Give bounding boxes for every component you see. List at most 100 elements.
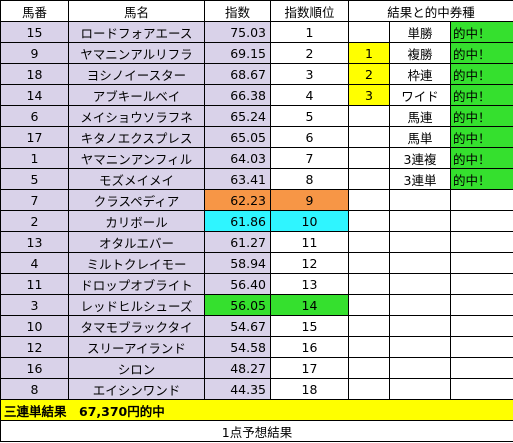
index-cell: 69.15 [204, 42, 271, 64]
horse-no-cell: 14 [0, 84, 69, 106]
empty-cell [389, 357, 451, 379]
result-type-cell: 3連複 [389, 147, 451, 169]
rank-cell: 6 [270, 126, 349, 148]
table-row: 16 シロン 48.27 17 [0, 357, 513, 379]
index-cell: 54.67 [204, 315, 271, 337]
index-cell: 68.67 [204, 63, 271, 85]
empty-cell [389, 252, 451, 274]
horse-name-cell: オタルエバー [68, 231, 205, 253]
horse-name-cell: モズメイメイ [68, 168, 205, 190]
footer-text: 1点予想結果 [0, 420, 513, 442]
rank-cell: 15 [270, 315, 349, 337]
footer-row: 1点予想結果 [0, 420, 513, 442]
result-hit-cell: 的中！ [449, 105, 513, 127]
rank-cell: 5 [270, 105, 349, 127]
result-place-cell: 2 [348, 63, 390, 85]
index-cell: 61.27 [204, 231, 271, 253]
empty-cell [449, 336, 513, 358]
horse-name-cell: シロン [68, 357, 205, 379]
result-hit-cell: 的中！ [449, 21, 513, 43]
horse-name-cell: ヤマニンアルリフラ [68, 42, 205, 64]
empty-cell [449, 210, 513, 232]
horse-no-cell: 15 [0, 21, 69, 43]
summary-text: 三連単結果 67,370円的中 [0, 399, 513, 421]
rank-cell: 14 [270, 294, 349, 316]
index-cell: 66.38 [204, 84, 271, 106]
rank-cell: 17 [270, 357, 349, 379]
index-cell: 64.03 [204, 147, 271, 169]
horse-no-cell: 2 [0, 210, 69, 232]
empty-cell [449, 357, 513, 379]
empty-cell [348, 273, 390, 295]
horse-name-cell: メイショウソラフネ [68, 105, 205, 127]
rank-cell: 2 [270, 42, 349, 64]
table-row: 4 ミルトクレイモー 58.94 12 [0, 252, 513, 274]
header-index: 指数 [204, 0, 271, 22]
horse-no-cell: 8 [0, 378, 69, 400]
empty-cell [449, 189, 513, 211]
table-row: 9 ヤマニンアルリフラ 69.15 2 1 複勝 的中！ [0, 42, 513, 64]
horse-no-cell: 13 [0, 231, 69, 253]
empty-cell [348, 231, 390, 253]
table-row: 12 スリーアイランド 54.58 16 [0, 336, 513, 358]
empty-cell [389, 378, 451, 400]
horse-name-cell: キタノエクスプレス [68, 126, 205, 148]
empty-cell [389, 336, 451, 358]
horse-name-cell: ヨシノイースター [68, 63, 205, 85]
empty-cell [449, 315, 513, 337]
index-cell: 75.03 [204, 21, 271, 43]
table-row: 10 タマモブラックタイ 54.67 15 [0, 315, 513, 337]
horse-name-cell: レッドヒルシューズ [68, 294, 205, 316]
empty-cell [389, 189, 451, 211]
table-row: 6 メイショウソラフネ 65.24 5 馬連 的中！ [0, 105, 513, 127]
result-hit-cell: 的中！ [449, 42, 513, 64]
horse-name-cell: クラスペディア [68, 189, 205, 211]
horse-name-cell: カリボール [68, 210, 205, 232]
index-cell: 65.05 [204, 126, 271, 148]
empty-cell [449, 294, 513, 316]
horse-no-cell: 16 [0, 357, 69, 379]
empty-cell [348, 189, 390, 211]
result-place-cell [348, 147, 390, 169]
index-cell: 61.86 [204, 210, 271, 232]
header-rank: 指数順位 [270, 0, 349, 22]
result-place-cell [348, 105, 390, 127]
horse-name-cell: ドロップオブライト [68, 273, 205, 295]
result-type-cell: 枠連 [389, 63, 451, 85]
rank-cell: 11 [270, 231, 349, 253]
index-cell: 56.40 [204, 273, 271, 295]
table-row: 15 ロードフォアエース 75.03 1 単勝 的中！ [0, 21, 513, 43]
table-row: 13 オタルエバー 61.27 11 [0, 231, 513, 253]
rank-cell: 12 [270, 252, 349, 274]
summary-row: 三連単結果 67,370円的中 [0, 399, 513, 421]
rank-cell: 18 [270, 378, 349, 400]
empty-cell [348, 315, 390, 337]
result-hit-cell: 的中！ [449, 63, 513, 85]
horse-no-cell: 17 [0, 126, 69, 148]
empty-cell [449, 378, 513, 400]
result-hit-cell: 的中！ [449, 168, 513, 190]
index-cell: 54.58 [204, 336, 271, 358]
result-hit-cell: 的中！ [449, 147, 513, 169]
horse-no-cell: 10 [0, 315, 69, 337]
horse-no-cell: 9 [0, 42, 69, 64]
horse-name-cell: アブキールベイ [68, 84, 205, 106]
result-place-cell [348, 168, 390, 190]
table-row: 18 ヨシノイースター 68.67 3 2 枠連 的中！ [0, 63, 513, 85]
horse-name-cell: タマモブラックタイ [68, 315, 205, 337]
horse-name-cell: スリーアイランド [68, 336, 205, 358]
index-cell: 56.05 [204, 294, 271, 316]
result-place-cell: 1 [348, 42, 390, 64]
table-row: 7 クラスペディア 62.23 9 [0, 189, 513, 211]
horse-no-cell: 18 [0, 63, 69, 85]
result-place-cell [348, 21, 390, 43]
result-type-cell: 馬単 [389, 126, 451, 148]
empty-cell [389, 210, 451, 232]
horse-no-cell: 1 [0, 147, 69, 169]
result-place-cell: 3 [348, 84, 390, 106]
empty-cell [389, 231, 451, 253]
rank-cell: 10 [270, 210, 349, 232]
empty-cell [449, 252, 513, 274]
empty-cell [348, 336, 390, 358]
rank-cell: 16 [270, 336, 349, 358]
